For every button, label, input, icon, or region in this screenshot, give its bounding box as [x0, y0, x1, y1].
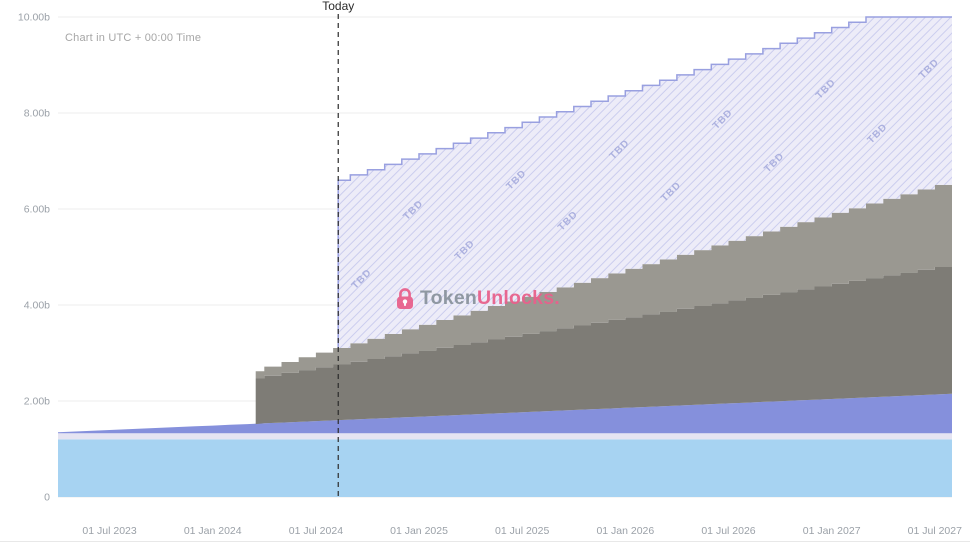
today-label: Today	[322, 0, 354, 13]
x-tick-label: 01 Jan 2027	[803, 525, 861, 537]
watermark-brand: TokenUnlocks.	[420, 287, 560, 310]
tbd-top-edge	[337, 16, 952, 348]
watermark-unlocks: Unlocks.	[476, 287, 560, 309]
y-tick-label: 2.00b	[24, 396, 50, 408]
y-tick-label: 8.00b	[24, 108, 50, 120]
watermark: TokenUnlocks.	[395, 287, 560, 310]
area-layer-2-band[interactable]	[58, 433, 952, 440]
x-tick-label: 01 Jul 2026	[701, 525, 755, 537]
x-tick-label: 01 Jul 2023	[82, 525, 136, 537]
x-tick-label: 01 Jul 2024	[289, 525, 343, 537]
area-layer-4-dark[interactable]	[255, 267, 952, 425]
y-tick-label: 10.00b	[18, 12, 50, 24]
y-tick-label: 4.00b	[24, 300, 50, 312]
utc-note: Chart in UTC + 00:00 Time	[65, 32, 202, 44]
x-tick-label: 01 Jan 2026	[596, 525, 654, 537]
watermark-token: Token	[420, 287, 477, 309]
x-tick-label: 01 Jan 2024	[184, 525, 242, 537]
area-layer-5-light[interactable]	[255, 184, 952, 379]
area-layer-3-mid[interactable]	[58, 393, 952, 434]
x-tick-label: 01 Jan 2025	[390, 525, 448, 537]
area-layer-1-bottom[interactable]	[58, 439, 952, 497]
x-tick-label: 01 Jul 2027	[908, 525, 962, 537]
bottom-divider	[0, 541, 970, 542]
x-tick-label: 01 Jul 2025	[495, 525, 549, 537]
y-tick-label: 0	[44, 492, 50, 504]
y-tick-label: 6.00b	[24, 204, 50, 216]
lock-icon	[397, 288, 413, 309]
area-tbd-future[interactable]	[338, 17, 952, 348]
